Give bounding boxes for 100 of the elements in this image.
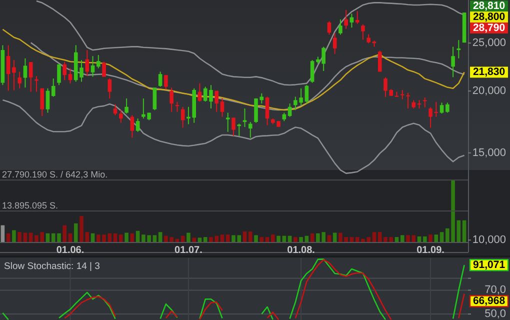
candlestick bbox=[232, 117, 236, 136]
candlestick bbox=[119, 110, 123, 124]
candlestick bbox=[242, 108, 247, 128]
candlestick bbox=[248, 121, 252, 138]
candlestick bbox=[102, 61, 106, 78]
bar bbox=[400, 235, 404, 242]
candlestick bbox=[62, 61, 67, 81]
bar bbox=[158, 232, 162, 242]
bar bbox=[248, 231, 252, 242]
bar bbox=[294, 237, 298, 242]
bar bbox=[260, 237, 264, 242]
bar bbox=[456, 220, 461, 242]
bar bbox=[0, 225, 5, 242]
bar bbox=[152, 235, 157, 242]
candlestick bbox=[332, 32, 337, 54]
bar bbox=[220, 234, 224, 242]
bar bbox=[12, 230, 16, 242]
candlestick bbox=[214, 90, 219, 112]
candlestick bbox=[6, 44, 10, 92]
bar bbox=[130, 233, 134, 242]
candlestick bbox=[96, 54, 100, 69]
text: 28,810 bbox=[472, 0, 506, 12]
bar bbox=[422, 236, 427, 242]
x-tick-label: 01.06. bbox=[56, 245, 84, 256]
candlestick bbox=[226, 112, 230, 132]
y-tick-label: 50,0 bbox=[484, 308, 506, 320]
candlestick bbox=[220, 98, 224, 118]
bar bbox=[310, 233, 314, 242]
text: 28,800 bbox=[472, 11, 506, 23]
bar bbox=[113, 233, 118, 242]
candlestick bbox=[265, 96, 270, 126]
bar bbox=[417, 236, 422, 242]
bar bbox=[68, 233, 72, 242]
candlestick bbox=[422, 97, 427, 108]
bar bbox=[350, 237, 354, 242]
bar bbox=[6, 233, 10, 242]
candlestick bbox=[136, 118, 140, 132]
bar bbox=[136, 230, 140, 242]
bar bbox=[428, 234, 432, 242]
bar bbox=[394, 237, 399, 242]
bar bbox=[90, 233, 95, 242]
candlestick bbox=[23, 58, 28, 88]
text: 66,968 bbox=[472, 295, 506, 308]
candlestick bbox=[152, 87, 157, 111]
candlestick bbox=[57, 64, 61, 86]
candlestick bbox=[164, 74, 168, 90]
candlestick bbox=[85, 50, 90, 77]
bar bbox=[62, 225, 67, 242]
bar bbox=[203, 237, 208, 242]
ref-line-label: 13.895.095 S. bbox=[2, 200, 58, 210]
candlestick bbox=[237, 123, 242, 136]
candlestick bbox=[46, 88, 50, 114]
y-tick-label: 20,000 bbox=[472, 85, 506, 98]
candlestick bbox=[170, 87, 174, 112]
bar bbox=[355, 237, 360, 242]
text: 28,790 bbox=[472, 22, 506, 34]
candlestick bbox=[451, 46, 455, 78]
bar bbox=[186, 232, 190, 242]
y-tick-label: 15,000 bbox=[472, 146, 506, 159]
candlestick bbox=[417, 100, 422, 109]
bar bbox=[23, 232, 28, 242]
bar bbox=[327, 235, 332, 242]
bar bbox=[462, 220, 466, 242]
candlestick bbox=[440, 102, 444, 114]
candlestick bbox=[113, 104, 118, 116]
candlestick bbox=[108, 78, 112, 99]
candlestick bbox=[130, 114, 134, 138]
y-tick-label: 25,000 bbox=[472, 37, 506, 50]
candlestick bbox=[288, 103, 292, 118]
candlestick bbox=[40, 88, 44, 117]
candlestick bbox=[12, 60, 16, 91]
bar bbox=[434, 234, 438, 242]
chart-title: Slow Stochastic: 14 | 3 bbox=[4, 261, 100, 272]
candlestick bbox=[338, 18, 342, 36]
candlestick bbox=[361, 24, 365, 40]
candlestick bbox=[378, 50, 382, 72]
bar bbox=[192, 238, 196, 242]
bar bbox=[198, 238, 202, 242]
candlestick bbox=[90, 56, 95, 78]
candlestick bbox=[406, 92, 410, 109]
bar bbox=[242, 231, 247, 242]
bar bbox=[265, 237, 270, 242]
bar bbox=[74, 223, 78, 242]
text: 21,830 bbox=[472, 66, 506, 78]
bar bbox=[108, 233, 112, 242]
text: 91,071 bbox=[472, 259, 506, 272]
candlestick bbox=[355, 10, 360, 24]
candlestick bbox=[68, 68, 72, 84]
candlestick bbox=[434, 101, 438, 118]
candlestick bbox=[51, 78, 56, 98]
candlestick bbox=[400, 89, 404, 100]
candlestick bbox=[158, 71, 162, 88]
candlestick bbox=[344, 9, 348, 30]
x-tick-label: 01.07. bbox=[174, 245, 203, 256]
candlestick bbox=[198, 82, 202, 102]
candlestick bbox=[428, 106, 432, 128]
bar bbox=[440, 232, 444, 242]
bar bbox=[28, 232, 33, 242]
bar bbox=[119, 234, 123, 242]
candlestick bbox=[175, 101, 180, 112]
